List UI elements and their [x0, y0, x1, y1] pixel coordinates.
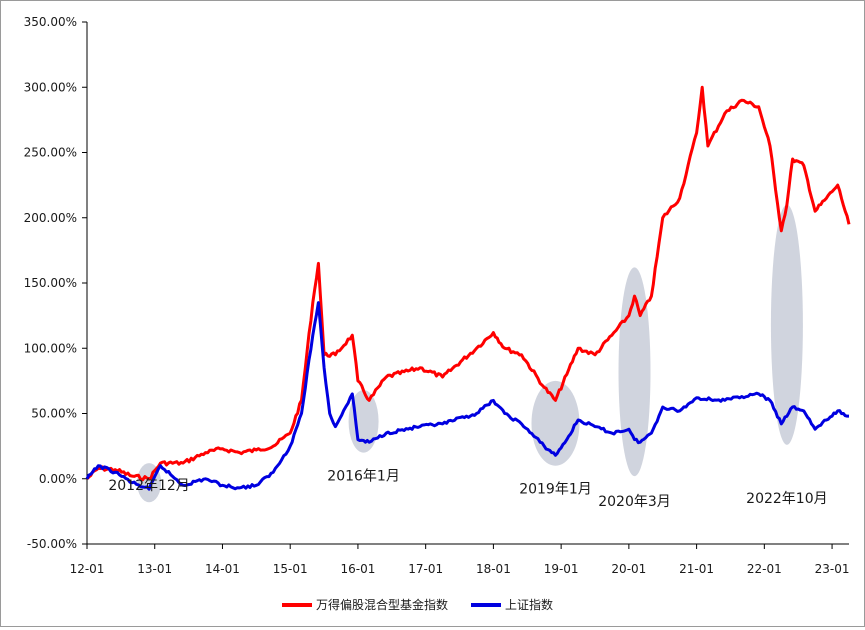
x-tick-label: 20-01 [611, 562, 646, 576]
y-tick-label: 0.00% [39, 472, 77, 486]
axes: 350.00% 300.00% 250.00% 200.00% 150.00% 100.0… [24, 15, 850, 576]
highlight-ellipse [770, 204, 803, 445]
series-layer [85, 85, 851, 491]
legend: 万得偏股混合型基金指数 上证指数 [282, 597, 553, 612]
annotation-label: 2012年12月 [108, 478, 189, 494]
y-tick-label: 100.00% [24, 341, 77, 355]
y-tick-label: 300.00% [24, 80, 77, 94]
x-tick-label: 15-01 [273, 562, 308, 576]
x-tick-label: 21-01 [679, 562, 714, 576]
series-line [85, 301, 849, 491]
legend-label: 万得偏股混合型基金指数 [316, 597, 448, 612]
legend-label: 上证指数 [505, 597, 553, 612]
annotation-label: 2022年10月 [746, 491, 827, 507]
y-tick-label: 50.00% [31, 407, 77, 421]
x-tick-label: 23-01 [815, 562, 850, 576]
y-tick-label: 350.00% [24, 15, 77, 29]
annotation-label: 2020年3月 [598, 494, 671, 510]
x-tick-label: 12-01 [70, 562, 105, 576]
y-tick-label: 150.00% [24, 276, 77, 290]
x-tick-label: 14-01 [205, 562, 240, 576]
x-tick-label: 19-01 [544, 562, 579, 576]
x-tick-label: 17-01 [408, 562, 443, 576]
y-tick-label: 250.00% [24, 146, 77, 160]
annotation-label: 2019年1月 [519, 482, 592, 498]
x-tick-label: 18-01 [476, 562, 511, 576]
x-tick-label: 13-01 [137, 562, 172, 576]
y-tick-label: -50.00% [27, 537, 77, 551]
y-tick-label: 200.00% [24, 211, 77, 225]
series-line [85, 85, 851, 482]
x-tick-label: 22-01 [747, 562, 782, 576]
annotations: 2012年12月 2016年1月 2019年1月 2020年3月 2022年10月 [108, 469, 827, 510]
annotation-label: 2016年1月 [327, 469, 400, 485]
x-tick-label: 16-01 [340, 562, 375, 576]
